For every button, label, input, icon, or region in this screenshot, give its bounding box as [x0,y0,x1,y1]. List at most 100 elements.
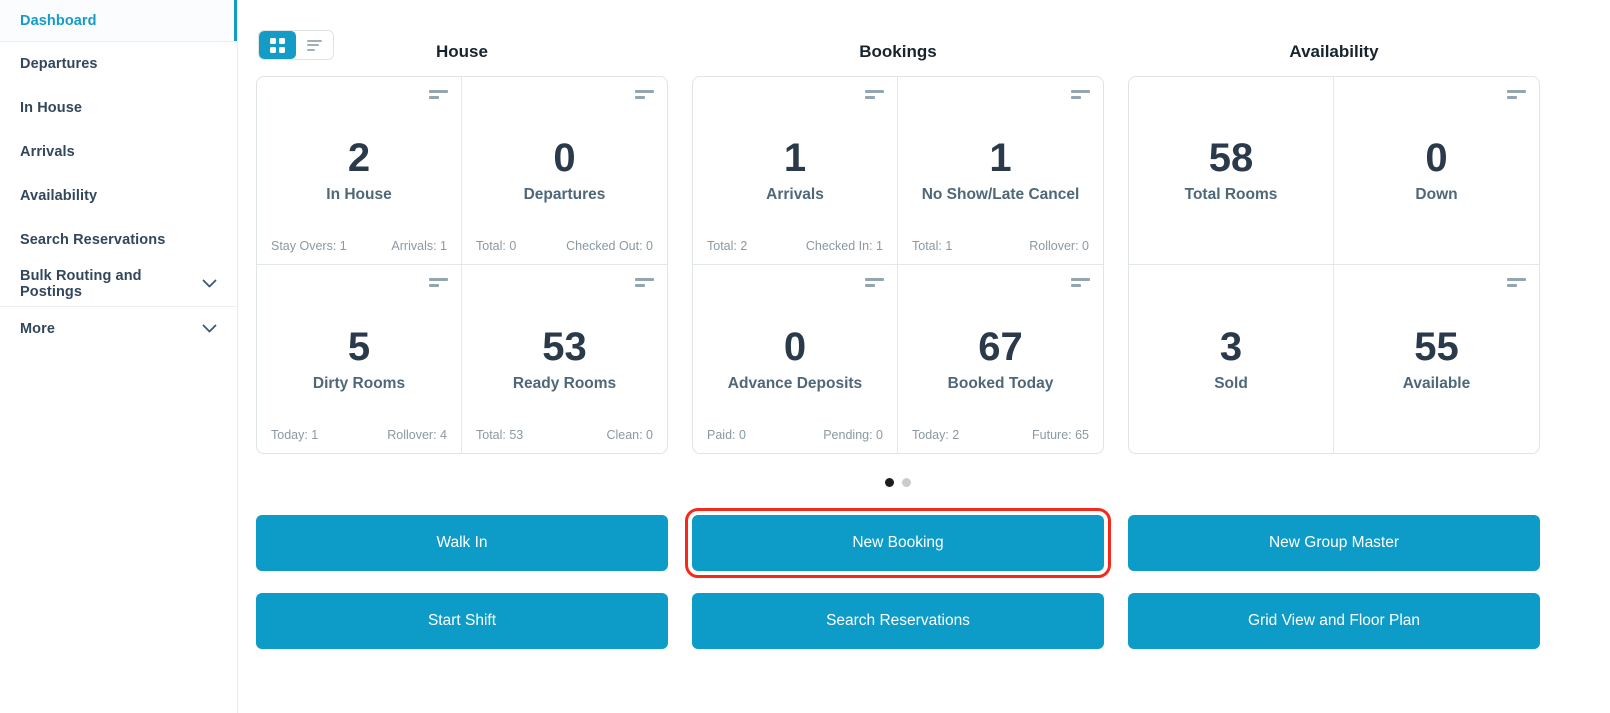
stat-value: 53 [542,324,587,369]
stat-value: 0 [783,324,807,369]
stat-card-departures[interactable]: 0 Departures Total: 0 Checked Out: 0 [462,77,667,265]
list-view-icon [307,37,322,53]
stat-value: 55 [1414,324,1459,369]
grid-view-icon [270,37,285,53]
card-collapse-icon[interactable] [1507,90,1526,99]
sidebar-item-label: Dashboard [20,12,97,29]
stat-substats: Today: 1 Rollover: 4 [271,428,447,442]
carousel-dot-1[interactable] [885,478,894,487]
substat-left: Today: 1 [271,428,319,442]
stat-card-total-rooms[interactable]: 58 Total Rooms [1129,77,1334,265]
view-mode-toggle [258,30,334,60]
stat-substats: Today: 2 Future: 65 [912,428,1089,442]
stat-value: 2 [347,136,371,180]
card-collapse-icon[interactable] [429,278,448,287]
sidebar-item-departures[interactable]: Departures [0,42,237,86]
card-collapse-icon[interactable] [429,90,448,99]
substat-left: Total: 53 [476,428,524,442]
stat-card-dirty-rooms[interactable]: 5 Dirty Rooms Today: 1 Rollover: 4 [257,265,462,453]
card-collapse-icon[interactable] [865,90,884,99]
stat-card-ready-rooms[interactable]: 53 Ready Rooms Total: 53 Clean: 0 [462,265,667,453]
substat-right: Pending: 0 [823,428,883,442]
stat-value: 58 [1208,136,1254,180]
card-collapse-icon[interactable] [635,90,654,99]
chevron-down-icon [202,279,217,289]
substat-right: Clean: 0 [606,428,653,442]
stat-card-no-show-late-cancel[interactable]: 1 No Show/Late Cancel Total: 1 Rollover:… [898,77,1103,265]
card-collapse-icon[interactable] [1071,278,1090,287]
walk-in-button[interactable]: Walk In [256,515,668,571]
sidebar-item-dashboard[interactable]: Dashboard [0,0,237,42]
sidebar-item-label: In House [20,100,83,116]
substat-left: Total: 1 [912,239,953,253]
substat-right: Rollover: 4 [387,428,447,442]
carousel-dots [256,478,1540,487]
sidebar-item-more[interactable]: More [0,306,237,350]
stat-card-advance-deposits[interactable]: 0 Advance Deposits Paid: 0 Pending: 0 [693,265,898,453]
stat-card-down[interactable]: 0 Down [1334,77,1539,265]
stat-card-in-house[interactable]: 2 In House Stay Overs: 1 Arrivals: 1 [257,77,462,265]
sidebar: Dashboard Departures In House Arrivals A… [0,0,238,713]
stat-label: Down [1415,186,1458,203]
grid-view-toggle-button[interactable] [259,31,296,59]
stat-group-bookings: 1 Arrivals Total: 2 Checked In: 1 1 No S… [692,76,1104,454]
group-title-availability: Availability [1289,42,1379,61]
stat-substats: Total: 0 Checked Out: 0 [476,239,653,253]
stat-label: Advance Deposits [727,374,863,392]
stat-label: Booked Today [947,374,1054,392]
stat-group-house: 2 In House Stay Overs: 1 Arrivals: 1 0 D… [256,76,668,454]
stat-label: Sold [1214,374,1248,392]
stat-substats: Total: 53 Clean: 0 [476,428,653,442]
stat-substats: Total: 2 Checked In: 1 [707,239,883,253]
stat-value: 3 [1219,324,1243,369]
chevron-down-icon [202,324,217,334]
sidebar-item-label: More [20,320,56,337]
grid-view-and-floor-plan-button[interactable]: Grid View and Floor Plan [1128,593,1540,649]
section-header-row: House Bookings Availability [256,0,1540,76]
sidebar-item-arrivals[interactable]: Arrivals [0,130,237,174]
stat-card-booked-today[interactable]: 67 Booked Today Today: 2 Future: 65 [898,265,1103,453]
card-collapse-icon[interactable] [1507,278,1526,287]
substat-right: Arrivals: 1 [391,239,447,253]
sidebar-item-label: Bulk Routing and Postings [20,268,142,300]
sidebar-item-in-house[interactable]: In House [0,86,237,130]
stat-value: 5 [347,324,371,369]
sidebar-item-label: Search Reservations [20,232,166,248]
card-collapse-icon[interactable] [635,278,654,287]
stat-group-availability: 58 Total Rooms 0 Down 3 Sold 55 Availabl… [1128,76,1540,454]
substat-left: Total: 0 [476,239,517,253]
substat-right: Checked Out: 0 [566,239,653,253]
substat-left: Stay Overs: 1 [271,239,347,253]
sidebar-item-label: Arrivals [20,144,75,160]
stat-value: 1 [783,136,807,180]
sidebar-item-bulk-routing-and-postings[interactable]: Bulk Routing and Postings [0,262,237,306]
stat-card-sold[interactable]: 3 Sold [1129,265,1334,453]
stat-groups-row: 2 In House Stay Overs: 1 Arrivals: 1 0 D… [256,76,1540,454]
substat-left: Total: 2 [707,239,748,253]
stat-substats: Stay Overs: 1 Arrivals: 1 [271,239,447,253]
active-indicator [234,0,237,41]
sidebar-item-availability[interactable]: Availability [0,174,237,218]
dashboard-main: House Bookings Availability 2 In House S… [238,0,1610,649]
sidebar-item-search-reservations[interactable]: Search Reservations [0,218,237,262]
substat-left: Paid: 0 [707,428,746,442]
stat-card-arrivals[interactable]: 1 Arrivals Total: 2 Checked In: 1 [693,77,898,265]
substat-right: Future: 65 [1032,428,1089,442]
carousel-dot-2[interactable] [902,478,911,487]
card-collapse-icon[interactable] [1071,90,1090,99]
new-group-master-button[interactable]: New Group Master [1128,515,1540,571]
sidebar-item-label: Availability [20,188,98,204]
start-shift-button[interactable]: Start Shift [256,593,668,649]
search-reservations-button[interactable]: Search Reservations [692,593,1104,649]
sidebar-item-label: Departures [20,56,98,72]
stat-substats: Total: 1 Rollover: 0 [912,239,1089,253]
stat-label: Total Rooms [1184,186,1278,203]
new-booking-button[interactable]: New Booking [685,508,1111,578]
list-view-toggle-button[interactable] [296,31,333,59]
substat-right: Rollover: 0 [1029,239,1089,253]
quick-actions: Walk In New Booking New Group Master Sta… [256,508,1540,649]
stat-card-available[interactable]: 55 Available [1334,265,1539,453]
substat-right: Checked In: 1 [805,239,883,253]
stat-value: 0 [1425,136,1448,180]
card-collapse-icon[interactable] [865,278,884,287]
